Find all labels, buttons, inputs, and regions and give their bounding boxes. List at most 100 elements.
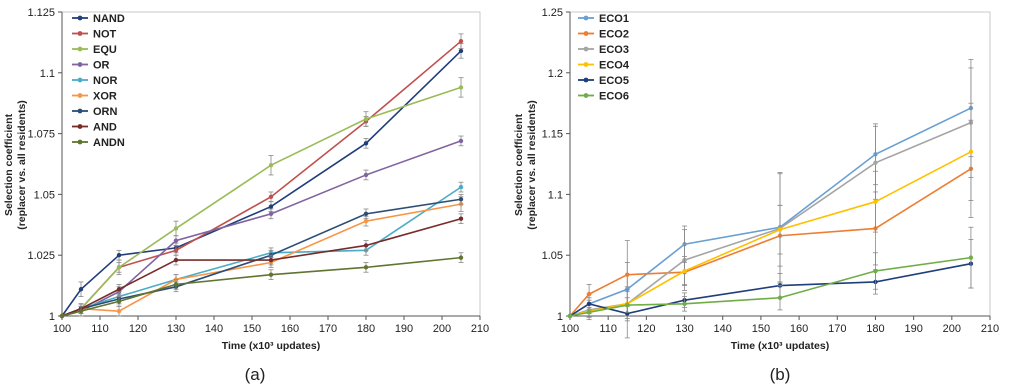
chart-b-series-line	[569, 262, 972, 317]
chart-a-data-point	[116, 299, 122, 304]
chart-a-data-point	[363, 243, 369, 248]
chart-a-data-point	[363, 211, 369, 217]
chart-a-series-line	[61, 40, 462, 317]
chart-a-legend-label: OR	[93, 60, 110, 72]
chart-a-legend-label: EQU	[93, 44, 117, 56]
chart-a-series-line	[61, 186, 462, 317]
chart-a-legend-label: NAND	[93, 13, 125, 25]
chart-b-y-tick-label: 1.2	[548, 68, 563, 80]
chart-a-x-tick-label: 190	[395, 323, 413, 335]
chart-b-y-tick-label: 1.05	[542, 250, 563, 262]
chart-b-x-tick-label: 180	[866, 323, 884, 335]
chart-a-data-point	[173, 282, 179, 287]
chart-a-ylabel-line1: Selection coefficient	[3, 113, 15, 216]
chart-a-x-tick-label: 130	[167, 323, 185, 335]
chart-a-series-andn	[59, 252, 464, 319]
chart-a-data-point	[363, 265, 369, 270]
chart-b-legend-marker	[583, 93, 589, 98]
chart-a-data-point	[458, 138, 464, 144]
chart-b-data-point	[586, 301, 592, 307]
chart-a-data-point	[363, 116, 369, 122]
chart-b-data-point	[968, 255, 974, 260]
chart-b-data-point	[682, 301, 687, 307]
chart-b-legend-label: ECO3	[599, 44, 629, 56]
chart-b-series-line	[569, 107, 972, 317]
chart-a-xlabel: Time (x10³ updates)	[222, 340, 320, 352]
chart-b-x-tick-label: 170	[828, 323, 846, 335]
chart-b-series-eco3	[567, 67, 974, 321]
chart-a-y-tick-label: 1.05	[34, 189, 55, 201]
chart-a-data-point	[268, 163, 274, 168]
chart-a-x-tick-label: 140	[205, 323, 223, 335]
chart-b-x-tick-label: 190	[904, 323, 922, 335]
chart-a-data-point	[268, 204, 274, 209]
chart-a-data-point	[173, 248, 179, 253]
chart-b-legend-marker	[583, 31, 589, 36]
chart-b-data-point	[625, 302, 630, 308]
chart-a-data-point	[116, 253, 122, 258]
chart-a-legend-marker	[77, 124, 83, 129]
chart-b-legend-label: ECO2	[599, 29, 629, 41]
chart-b-data-point	[873, 199, 878, 204]
chart-b-series-eco6	[567, 226, 974, 319]
chart-a-data-point	[458, 85, 464, 90]
chart-a-y-tick-label: 1.075	[27, 129, 55, 141]
chart-b-data-point	[682, 268, 687, 274]
chart-a-data-point	[363, 172, 369, 178]
chart-b-legend-marker	[583, 77, 589, 83]
chart-b-y-tick-label: 1.25	[542, 7, 563, 19]
chart-a-data-point	[268, 194, 274, 200]
chart-a-legend-marker	[77, 77, 83, 83]
chart-b-data-point	[968, 149, 974, 155]
chart-b-panel-label: (b)	[770, 365, 791, 384]
chart-b-y-tick-label: 1	[557, 311, 563, 323]
chart-b-legend-label: ECO5	[599, 75, 629, 87]
chart-b-series-line	[569, 151, 972, 317]
chart-a-x-tick-label: 210	[471, 323, 489, 335]
chart-a-x-tick-label: 110	[91, 323, 109, 335]
chart-a-ylabel-line2: (replacer vs. all residents)	[16, 100, 28, 230]
chart-a-data-point	[173, 226, 179, 231]
chart-b-x-tick-label: 150	[752, 323, 770, 335]
chart-b-legend-label: ECO6	[599, 91, 629, 103]
chart-b-data-point	[586, 310, 592, 315]
chart-a-x-tick-label: 180	[357, 323, 375, 335]
chart-a-data-point	[363, 141, 369, 146]
chart-a-data-point	[268, 211, 274, 217]
chart-b-data-point	[567, 313, 573, 319]
chart-b: Selection coefficient (replacer vs. all …	[513, 7, 999, 384]
chart-a-legend-label: AND	[93, 122, 117, 134]
chart-a-data-point	[458, 48, 464, 54]
chart-a-legend-marker	[77, 15, 83, 21]
chart-a-x-tick-label: 160	[281, 323, 299, 335]
chart-a-data-point	[458, 216, 464, 221]
chart-b-xlabel: Time (x10³ updates)	[731, 340, 829, 352]
chart-a-data-point	[458, 184, 464, 190]
chart-a-data-point	[458, 255, 464, 260]
chart-b-data-point	[625, 272, 630, 277]
chart-a-series-line	[61, 217, 462, 317]
chart-b-legend-marker	[583, 62, 589, 67]
chart-b-data-point	[873, 268, 878, 274]
chart-a-x-tick-label: 170	[319, 323, 337, 335]
chart-a-legend-label: XOR	[93, 91, 117, 103]
chart-a-x-tick-label: 150	[243, 323, 261, 335]
chart-a-data-point	[116, 287, 122, 292]
chart-b-y-tick-label: 1.15	[542, 129, 563, 141]
chart-a-series-nand	[59, 43, 464, 319]
chart-a-x-tick-label: 100	[53, 323, 71, 335]
chart-b-x-tick-label: 210	[981, 323, 999, 335]
chart-b-x-tick-label: 110	[599, 323, 617, 335]
chart-b-ylabel-line1: Selection coefficient	[513, 113, 525, 216]
chart-a-data-point	[116, 308, 122, 314]
chart-b-legend-label: ECO4	[599, 60, 630, 72]
chart-b-x-tick-label: 200	[943, 323, 961, 335]
chart-a-legend-label: NOR	[93, 75, 118, 87]
chart-b-x-tick-label: 120	[637, 323, 655, 335]
chart-b-x-tick-label: 140	[714, 323, 732, 335]
chart-a-legend-marker	[77, 31, 83, 36]
chart-a-series-line	[61, 140, 462, 317]
chart-a-data-point	[173, 257, 179, 263]
chart-a: Selection coefficient (replacer vs. all …	[3, 7, 489, 384]
